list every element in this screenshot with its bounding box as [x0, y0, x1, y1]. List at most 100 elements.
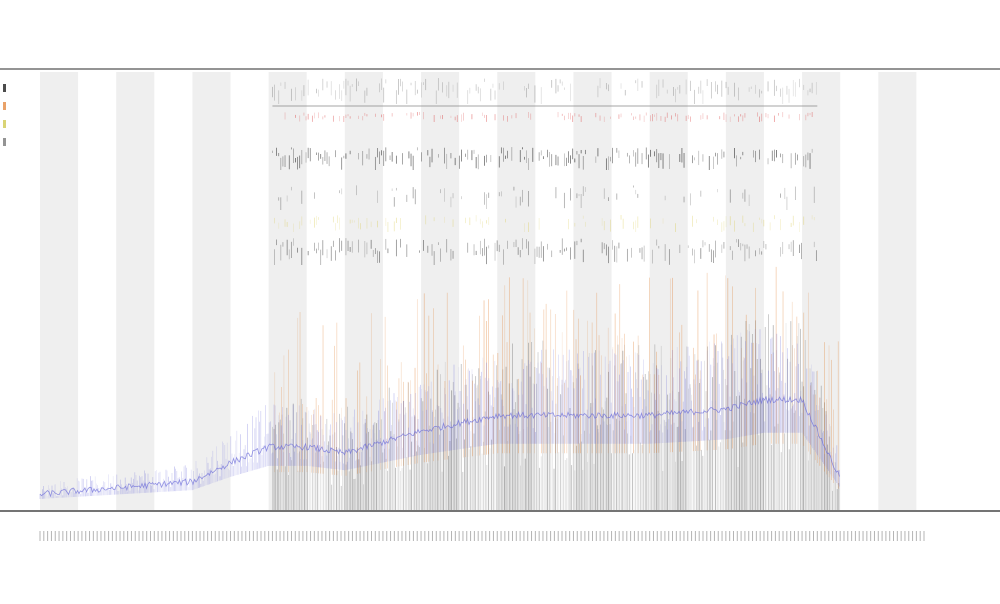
x-tick-label: [866, 531, 868, 541]
x-tick-label: [290, 531, 292, 541]
x-tick-label: [538, 531, 540, 541]
x-tick-label: [294, 531, 296, 541]
x-tick-label: [279, 531, 281, 541]
plot-area: [39, 266, 840, 510]
x-tick-label: [191, 531, 193, 541]
x-tick-label: [165, 531, 167, 541]
x-tick-label: [542, 531, 544, 541]
x-tick-label: [626, 531, 628, 541]
x-tick-label: [816, 531, 818, 541]
x-tick-label: [386, 531, 388, 541]
x-tick-label: [92, 531, 94, 541]
x-tick-label: [713, 531, 715, 541]
x-tick-label: [656, 531, 658, 541]
x-tick-label: [374, 531, 376, 541]
x-tick-label: [527, 531, 529, 541]
x-tick-label: [214, 531, 216, 541]
x-tick-label: [397, 531, 399, 541]
shaded-band: [268, 72, 307, 510]
x-tick-label: [321, 531, 323, 541]
x-tick-label: [371, 531, 372, 541]
x-tick-label: [912, 531, 914, 541]
x-tick-label: [908, 531, 910, 541]
x-tick-label: [843, 531, 845, 541]
shaded-band: [344, 72, 383, 510]
x-tick-label: [69, 531, 71, 541]
legend-swatch: [3, 84, 6, 92]
x-tick-label: [782, 531, 784, 541]
x-tick-label: [805, 531, 807, 541]
x-tick-label: [565, 531, 567, 541]
x-tick-label: [611, 531, 613, 541]
x-tick-label: [58, 531, 60, 541]
x-tick-label: [252, 531, 254, 541]
x-tick-label: [595, 531, 597, 541]
x-tick-label: [668, 531, 670, 541]
x-tick-label: [569, 531, 571, 541]
x-tick-label: [664, 531, 666, 541]
x-tick-label: [302, 531, 304, 541]
x-tick-label: [736, 531, 738, 541]
x-tick-label: [443, 531, 445, 541]
shaded-band: [421, 72, 460, 510]
x-tick-label: [77, 531, 79, 541]
x-tick-label: [260, 531, 262, 541]
x-tick-label: [546, 531, 548, 541]
x-tick-label: [813, 531, 814, 541]
x-tick-label: [599, 531, 601, 541]
x-tick-label: [763, 531, 765, 541]
x-tick-label: [748, 531, 750, 541]
x-tick-label: [104, 531, 106, 541]
x-tick-label: [317, 531, 319, 541]
x-tick-label: [740, 531, 742, 541]
x-tick-label: [508, 531, 510, 541]
x-tick-label: [138, 531, 140, 541]
x-tick-label: [157, 531, 159, 541]
x-tick-label: [161, 531, 163, 541]
legend-swatch: [3, 102, 6, 110]
shaded-band: [649, 72, 688, 510]
x-tick-label: [820, 531, 822, 541]
x-tick-label: [47, 531, 49, 541]
x-tick-label: [431, 531, 433, 541]
x-tick-label: [519, 531, 521, 541]
x-tick-label: [771, 531, 773, 541]
x-tick-label: [477, 531, 479, 541]
x-tick-label: [592, 531, 593, 541]
x-tick-label: [702, 531, 704, 541]
x-tick-label: [622, 531, 624, 541]
x-tick-label: [329, 531, 331, 541]
x-tick-label: [824, 531, 826, 541]
x-tick-label: [332, 531, 334, 541]
x-tick-label: [298, 531, 300, 541]
x-tick-label: [839, 531, 841, 541]
shaded-band: [116, 72, 155, 510]
x-tick-label: [607, 531, 609, 541]
x-tick-label: [496, 531, 498, 541]
x-tick-label: [195, 531, 197, 541]
x-tick-label: [649, 531, 651, 541]
x-tick-label: [915, 531, 917, 541]
x-tick-label: [359, 531, 361, 541]
x-tick-label: [862, 531, 864, 541]
x-tick-label: [81, 531, 83, 541]
x-tick-label: [504, 531, 506, 541]
annotation-tracks: [272, 78, 818, 265]
x-tick-label: [614, 531, 616, 541]
x-tick-label: [580, 531, 582, 541]
x-tick-label: [153, 531, 155, 541]
x-tick-label: [633, 531, 635, 541]
x-tick-label: [199, 531, 201, 541]
x-tick-label: [489, 531, 491, 541]
x-tick-label: [717, 531, 719, 541]
shaded-band: [878, 72, 917, 510]
x-tick-label: [870, 531, 872, 541]
x-tick-label: [313, 531, 315, 541]
x-tick-label: [275, 531, 277, 541]
x-tick-label: [557, 531, 559, 541]
x-tick-label: [351, 531, 353, 541]
x-tick-label: [169, 531, 171, 541]
x-tick-label: [127, 531, 129, 541]
x-tick-label: [481, 531, 483, 541]
x-tick-label: [146, 531, 148, 541]
